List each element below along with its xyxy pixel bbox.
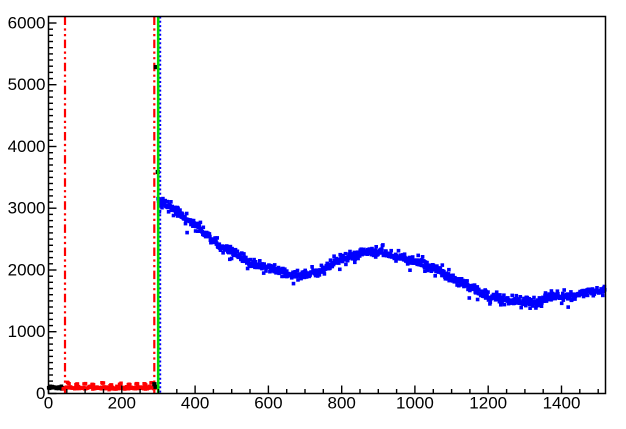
plot-frame [47,15,607,395]
y-tick-label-0: 0 [36,384,45,403]
axis-labels: 0 200 400 600 800 1000 1200 1400 0 1000 2000 3000 40… [8,14,581,413]
x-tick-label-200: 200 [108,394,136,413]
axis-ticks [47,22,599,395]
vertical-marker-lines [63,16,162,394]
y-tick-label-4000: 4000 [8,137,46,156]
y-tick-label-5000: 5000 [8,75,46,94]
series-baseline-red [61,380,157,392]
series-signal-blue [156,196,607,310]
x-tick-label-0: 0 [44,394,53,413]
y-tick-label-1000: 1000 [8,322,46,341]
x-tick-label-1000: 1000 [396,394,434,413]
y-tick-label-3000: 3000 [8,199,46,218]
y-tick-label-2000: 2000 [8,261,46,280]
x-tick-label-1400: 1400 [543,394,581,413]
x-tick-label-800: 800 [328,394,356,413]
x-tick-label-1200: 1200 [469,394,507,413]
x-tick-label-400: 400 [181,394,209,413]
y-tick-label-6000: 6000 [8,14,46,33]
series-markers [46,196,607,392]
x-tick-label-600: 600 [254,394,282,413]
